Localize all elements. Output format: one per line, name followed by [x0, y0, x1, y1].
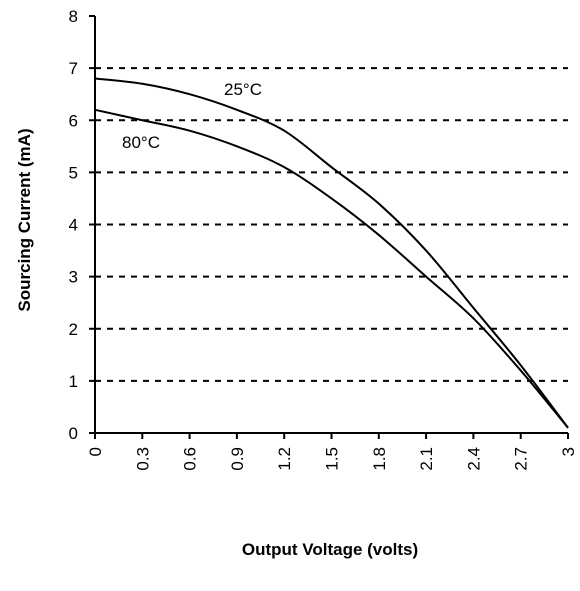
- x-tick-label: 1.8: [370, 447, 389, 471]
- series-line-80c: [94, 108, 569, 429]
- x-axis-title: Output Voltage (volts): [242, 540, 418, 559]
- y-tick-label: 5: [69, 163, 78, 182]
- x-tick-label: 0.3: [133, 447, 152, 471]
- y-tick-label: 0: [69, 424, 78, 443]
- y-tick-label: 4: [69, 216, 78, 235]
- y-tick-label: 6: [69, 111, 78, 130]
- x-tick-label: 2.4: [464, 447, 483, 471]
- y-tick-label: 8: [69, 7, 78, 26]
- x-tick-label: 3: [559, 447, 578, 456]
- x-tick-label: 1.5: [323, 447, 342, 471]
- y-tick-label: 2: [69, 320, 78, 339]
- x-tick-label: 0: [86, 447, 105, 456]
- y-tick-label: 7: [69, 59, 78, 78]
- x-tick-label: 2.7: [512, 447, 531, 471]
- series-label-25c: 25°C: [224, 80, 262, 99]
- gridlines: [95, 67, 568, 382]
- axes: [89, 15, 569, 439]
- series-label-80c: 80°C: [122, 133, 160, 152]
- series-lines: [94, 77, 569, 429]
- x-tick-label: 0.6: [181, 447, 200, 471]
- x-tick-label: 2.1: [417, 447, 436, 471]
- series-line-25c: [94, 77, 569, 429]
- x-tick-label: 0.9: [228, 447, 247, 471]
- y-tick-label: 3: [69, 268, 78, 287]
- y-axis-title: Sourcing Current (mA): [15, 128, 34, 311]
- y-tick-label: 1: [69, 372, 78, 391]
- tick-labels: 0 1 2 3 4 5 6 7 8 0 0.3 0.6 0.9 1.2 1.5 1.8 2.1 2.4 2.7 3: [69, 7, 578, 471]
- x-tick-label: 1.2: [275, 447, 294, 471]
